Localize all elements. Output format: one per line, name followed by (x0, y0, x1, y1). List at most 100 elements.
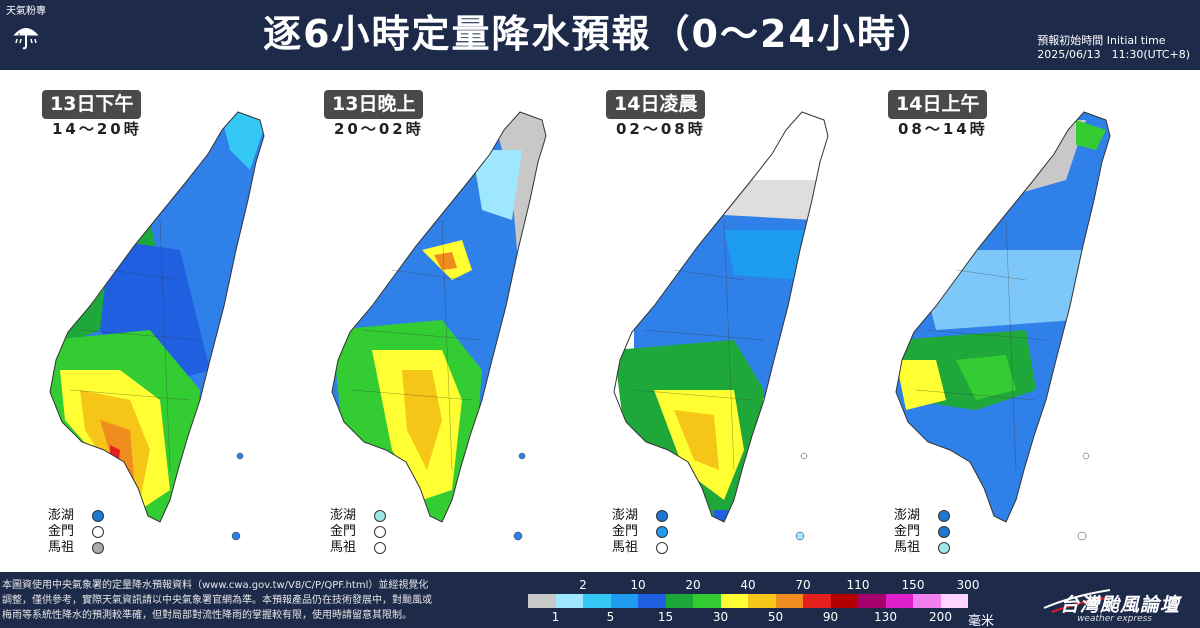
legend-color-cell (830, 594, 858, 608)
swoosh-icon (1043, 589, 1111, 613)
legend-color-cell (913, 594, 941, 608)
outlying-islands: 澎湖 金門 馬祖 (612, 508, 692, 556)
island-row: 馬祖 (612, 540, 692, 556)
legend-label: 50 (767, 610, 784, 624)
island-dot (92, 510, 104, 522)
legend-color-cell (583, 594, 611, 608)
island-name: 金門 (612, 524, 639, 539)
legend-color-cell (885, 594, 913, 608)
island-dot (92, 526, 104, 538)
island-row: 馬祖 (48, 540, 128, 556)
island-name: 澎湖 (48, 508, 75, 523)
island-name: 澎湖 (612, 508, 639, 523)
island-row: 澎湖 (894, 508, 974, 524)
legend-color-cell (665, 594, 693, 608)
legend-label: 5 (606, 610, 615, 624)
island-name: 馬祖 (330, 540, 357, 555)
legend-label: 1 (551, 610, 560, 624)
legend-color-cell (555, 594, 583, 608)
island-name: 金門 (48, 524, 75, 539)
legend-color-cell (858, 594, 886, 608)
page-title: 逐6小時定量降水預報（0～24小時） (263, 12, 937, 56)
map-panel-3: 14日凌晨 02～08時 澎湖 金門 馬祖 (574, 70, 856, 572)
island-dot (374, 542, 386, 554)
island-row: 澎湖 (612, 508, 692, 524)
panel-date: 13日晚上 (324, 90, 424, 119)
legend-label: 130 (874, 610, 897, 624)
map-panel-1: 13日下午 14～20時 澎湖 金門 馬祖 (10, 70, 292, 572)
rainfall-map-4 (895, 111, 1111, 541)
footer: 本圖資使用中央氣象署的定量降水預報資料（www.cwa.gov.tw/V8/C/… (0, 572, 1200, 628)
map-panel-4: 14日上午 08～14時 澎湖 金門 馬祖 (856, 70, 1138, 572)
panel-date: 14日凌晨 (606, 90, 706, 119)
legend-label: 110 (846, 578, 870, 592)
legend-label: 200 (929, 610, 952, 624)
panel-date: 13日下午 (42, 90, 142, 119)
color-legend: 2 10 20 40 70 110 150 300 1 5 15 30 50 90 130 200 (528, 576, 979, 626)
panel-date: 14日上午 (888, 90, 988, 119)
init-time-label: 預報初始時間 Initial time (1037, 34, 1166, 47)
brand-logo: 台灣颱風論壇 weather express (1042, 584, 1192, 624)
island-dot (656, 542, 668, 554)
island-row: 馬祖 (894, 540, 974, 556)
island-dot (938, 526, 950, 538)
init-time: 預報初始時間 Initial time 2025/06/13 11:30(UTC… (1037, 34, 1190, 62)
rainfall-map-3 (613, 111, 829, 541)
legend-color-cell (940, 594, 968, 608)
header: 天氣粉專 逐6小時定量降水預報（0～24小時） 預報初始時間 Initial t… (0, 0, 1200, 70)
island-row: 馬祖 (330, 540, 410, 556)
island-dot (938, 510, 950, 522)
legend-color-cell (803, 594, 831, 608)
map-panels: 13日下午 14～20時 澎湖 金門 馬祖 (0, 70, 1200, 572)
legend-label: 90 (822, 610, 839, 624)
rainfall-map-1 (49, 111, 265, 541)
panel-time-range: 08～14時 (898, 120, 988, 138)
rainfall-map-2 (331, 111, 547, 541)
island-name: 澎湖 (330, 508, 357, 523)
legend-label: 15 (657, 610, 674, 624)
panel-time-range: 02～08時 (616, 120, 706, 138)
island-row: 金門 (612, 524, 692, 540)
island-name: 澎湖 (894, 508, 921, 523)
outlying-islands: 澎湖 金門 馬祖 (894, 508, 974, 556)
init-time-value: 2025/06/13 11:30(UTC+8) (1037, 48, 1190, 61)
legend-top-labels: 2 10 20 40 70 110 150 300 (528, 578, 979, 592)
island-dot (374, 510, 386, 522)
island-dot (374, 526, 386, 538)
outlying-islands: 澎湖 金門 馬祖 (330, 508, 410, 556)
legend-label: 300 (956, 578, 980, 592)
brand-subtitle: weather express (1077, 614, 1152, 624)
disclaimer-line: 調整，僅供參考，實際天氣資訊請以中央氣象署官網為準。本預報產品仍在技術發展中，對… (2, 595, 432, 606)
map-panel-2: 13日晚上 20～02時 澎湖 金門 馬祖 (292, 70, 574, 572)
logo: 天氣粉專 (6, 6, 46, 62)
island-dot (656, 526, 668, 538)
legend-label: 150 (901, 578, 925, 592)
island-name: 金門 (330, 524, 357, 539)
island-name: 馬祖 (894, 540, 921, 555)
logo-text: 天氣粉專 (6, 6, 46, 17)
island-name: 金門 (894, 524, 921, 539)
legend-color-bar (528, 594, 968, 608)
island-row: 金門 (330, 524, 410, 540)
disclaimer-line: 梅雨等系統性降水的預測較準確，但對局部對流性降雨的掌握較有限，使用時請留意其限制… (2, 610, 412, 621)
island-dot (938, 542, 950, 554)
brand-name: 台灣颱風論壇 (1059, 594, 1180, 616)
legend-label: 30 (712, 610, 729, 624)
island-row: 澎湖 (48, 508, 128, 524)
island-name: 馬祖 (48, 540, 75, 555)
panel-time-range: 14～20時 (52, 120, 142, 138)
legend-color-cell (610, 594, 638, 608)
legend-color-cell (748, 594, 776, 608)
island-name: 馬祖 (612, 540, 639, 555)
legend-label: 10 (630, 578, 646, 592)
panel-time-range: 20～02時 (334, 120, 424, 138)
island-row: 金門 (48, 524, 128, 540)
legend-color-cell (638, 594, 666, 608)
legend-bottom-labels: 1 5 15 30 50 90 130 200 (528, 610, 968, 624)
umbrella-icon (13, 28, 39, 50)
legend-color-cell (528, 594, 556, 608)
legend-label: 70 (795, 578, 811, 592)
legend-color-cell (720, 594, 748, 608)
island-row: 澎湖 (330, 508, 410, 524)
island-dot (92, 542, 104, 554)
